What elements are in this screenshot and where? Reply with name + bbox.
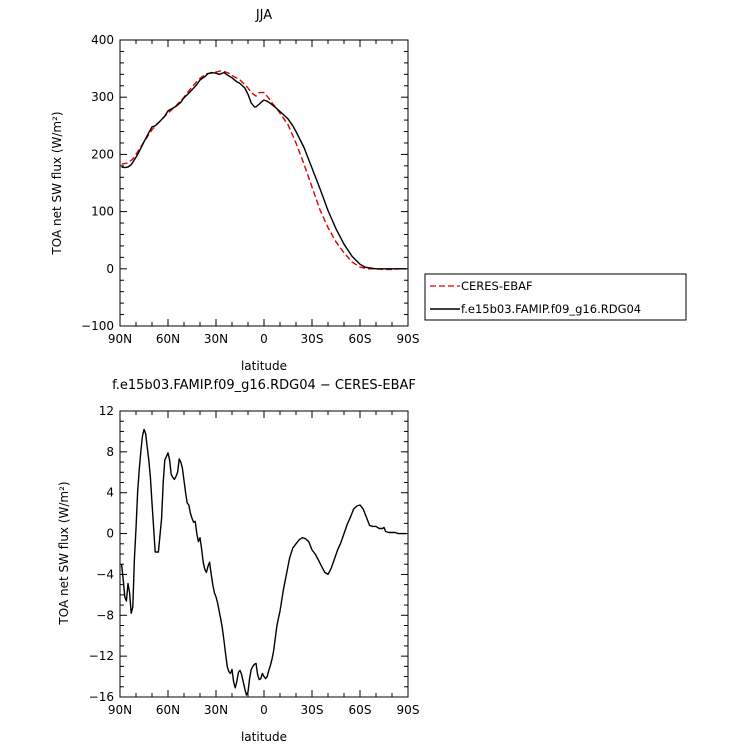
top-x-tick-label: 30N	[204, 332, 228, 346]
bottom-x-tick-label: 0	[260, 703, 268, 717]
legend-label-model: f.e15b03.FAMIP.f09_g16.RDG04	[461, 302, 641, 316]
bottom-y-tick-label: −16	[89, 690, 114, 704]
bottom-y-tick-label: 12	[99, 404, 114, 418]
top-x-tick-label: 60S	[349, 332, 372, 346]
bottom-series-line-0	[120, 428, 407, 696]
bottom-x-tick-label: 90N	[108, 703, 132, 717]
top-x-tick-label: 90N	[108, 332, 132, 346]
bottom-y-tick-label: −12	[89, 649, 114, 663]
bottom-y-tick-label: 8	[106, 445, 114, 459]
bottom-panel: f.e15b03.FAMIP.f09_g16.RDG04 − CERES-EBA…	[57, 378, 419, 744]
bottom-y-ticks: −16 −12 −8 −4 0 4 8 12	[89, 404, 408, 704]
bottom-y-tick-label: 0	[106, 527, 114, 541]
top-y-tick-label: −100	[81, 319, 114, 333]
bottom-x-tick-label: 60N	[156, 703, 180, 717]
top-chart-title: JJA	[255, 8, 272, 23]
top-y-axis-label: TOA net SW flux (W/m²)	[50, 111, 64, 255]
top-y-tick-label: 200	[91, 147, 114, 161]
bottom-x-axis-label: latitude	[241, 730, 287, 744]
bottom-x-tick-label: 30S	[301, 703, 324, 717]
legend-box	[424, 273, 687, 321]
top-x-tick-label: 30S	[301, 332, 324, 346]
legend: CERES-EBAF f.e15b03.FAMIP.f09_g16.RDG04	[424, 273, 687, 321]
top-x-axis-label: latitude	[241, 359, 287, 373]
bottom-x-ticks: 90N 60N 30N 0 30S 60S 90S	[108, 411, 420, 717]
bottom-y-tick-label: −4	[96, 567, 114, 581]
top-y-ticks: −100 0 100 200 300 400	[81, 33, 408, 333]
legend-label-ceres: CERES-EBAF	[461, 279, 533, 293]
bottom-y-tick-label: 4	[106, 486, 114, 500]
bottom-x-tick-label: 30N	[204, 703, 228, 717]
top-plot-frame	[119, 39, 409, 327]
top-x-tick-label: 60N	[156, 332, 180, 346]
top-x-tick-label: 90S	[397, 332, 420, 346]
top-y-tick-label: 0	[106, 262, 114, 276]
top-series-line-1	[121, 71, 407, 270]
bottom-series-lines	[120, 428, 407, 696]
bottom-y-tick-label: −8	[96, 608, 114, 622]
bottom-y-axis-label: TOA net SW flux (W/m²)	[57, 481, 71, 625]
bottom-plot-frame	[119, 410, 409, 698]
top-x-ticks: 90N 60N 30N 0 30S 60S 90S	[108, 40, 420, 346]
bottom-chart-title: f.e15b03.FAMIP.f09_g16.RDG04 − CERES-EBA…	[112, 378, 416, 393]
top-series-lines	[121, 70, 407, 271]
top-y-tick-label: 300	[91, 90, 114, 104]
top-y-tick-label: 400	[91, 33, 114, 47]
top-y-tick-label: 100	[91, 205, 114, 219]
top-series-line-0	[121, 70, 407, 271]
top-x-tick-label: 0	[260, 332, 268, 346]
bottom-x-tick-label: 60S	[349, 703, 372, 717]
bottom-x-tick-label: 90S	[397, 703, 420, 717]
